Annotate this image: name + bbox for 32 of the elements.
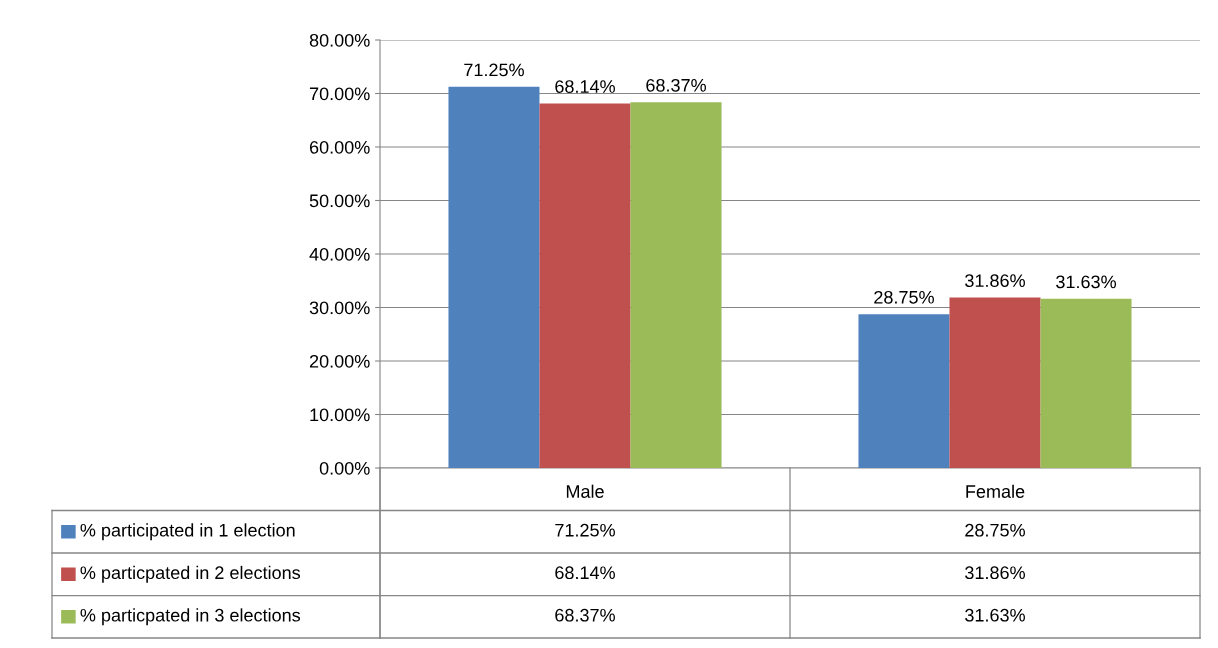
- y-tick-label: 30.00%: [309, 301, 370, 315]
- text: 28.75%: [874, 290, 934, 304]
- data-label: 28.75%: [965, 523, 1025, 537]
- bar: [949, 297, 1041, 468]
- bar: [539, 103, 631, 468]
- y-tick-label: 0.00%: [319, 461, 370, 475]
- text: 71.25%: [464, 63, 524, 77]
- legend-label: % particpated in 2 elections: [80, 565, 301, 583]
- text: 68.37%: [646, 78, 706, 92]
- data-label: 68.37%: [555, 608, 615, 622]
- y-tick-label: 40.00%: [309, 247, 370, 261]
- legend-label: % particpated in 3 elections: [80, 608, 301, 626]
- bar: [448, 86, 540, 468]
- data-label: 31.86%: [965, 566, 1025, 580]
- legend-label: % participated in 1 election: [80, 523, 295, 541]
- y-tick-label: 50.00%: [309, 194, 370, 208]
- text: 31.63%: [1056, 275, 1116, 289]
- data-label: 68.14%: [555, 566, 615, 580]
- data-label: 31.63%: [965, 608, 1025, 622]
- bar: [630, 102, 722, 468]
- x-tick-label: Male: [566, 484, 604, 498]
- data-label: 71.25%: [555, 523, 615, 537]
- y-tick-label: 10.00%: [310, 408, 370, 422]
- bar: [858, 314, 950, 468]
- y-tick-label: 70.00%: [309, 87, 370, 101]
- y-tick-label: 80.00%: [309, 33, 370, 47]
- bar: [1040, 298, 1132, 468]
- y-tick-label: 60.00%: [309, 140, 370, 154]
- y-tick-label: 20.00%: [309, 354, 370, 368]
- x-tick-label: Female: [966, 484, 1025, 498]
- text: 31.86%: [965, 274, 1025, 288]
- text: 68.14%: [555, 80, 615, 93]
